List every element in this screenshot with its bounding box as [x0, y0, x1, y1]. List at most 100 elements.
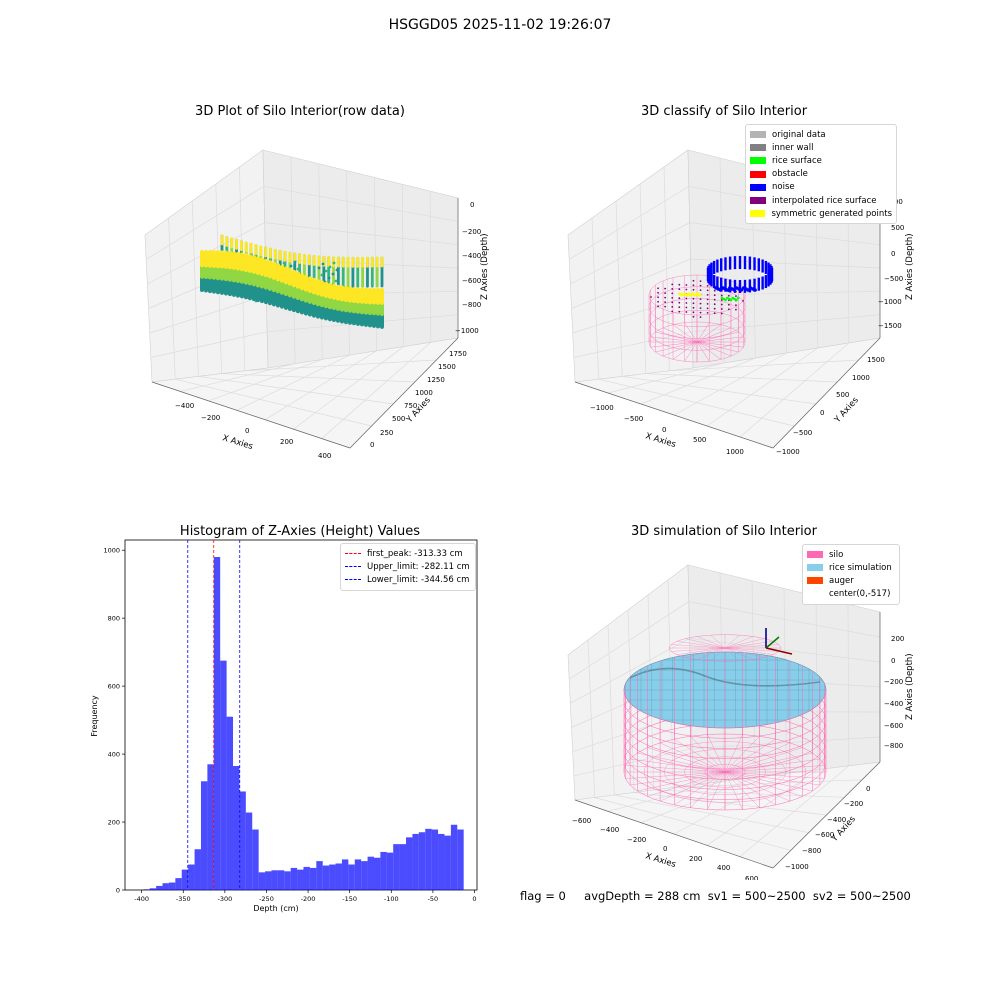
p4-legend-item: center(0,-517)	[807, 588, 895, 601]
silo-floor-spoke	[655, 341, 698, 353]
histogram-bar	[431, 829, 439, 890]
histogram-bar	[226, 716, 234, 890]
silo-floor-spoke	[647, 771, 726, 797]
p4-legend-item: auger	[807, 574, 895, 587]
p4-ztick-0: 200	[891, 635, 904, 643]
p3-legend-swatch	[345, 566, 361, 568]
silo-top-spoke	[710, 635, 726, 649]
gridline	[573, 314, 881, 358]
histogram-bar	[399, 844, 407, 890]
p2-legend-item: symmetric generated points	[750, 207, 892, 220]
interpolated-point	[664, 296, 667, 299]
histogram-bar	[271, 870, 278, 890]
silo-top-spoke	[685, 638, 726, 649]
histogram-bar	[303, 866, 310, 890]
silo-top-spoke	[724, 647, 765, 658]
stats-text: avgDepth = 288 cm sv1 = 500~2500 sv2 = 5…	[584, 889, 911, 903]
p4-legend-label: rice simulation	[829, 562, 892, 573]
p4-ztick-5: −800	[884, 742, 903, 750]
histogram-bar	[367, 856, 374, 890]
p2-interpolated-rice-surface	[650, 279, 744, 318]
histogram-bar	[188, 864, 195, 890]
data-point	[332, 261, 336, 265]
interpolated-point	[692, 306, 695, 309]
histogram-bar	[162, 883, 169, 890]
p3-bars	[143, 556, 464, 890]
p4-ytick-3: −600	[815, 831, 834, 839]
p2-legend-label: interpolated rice surface	[772, 195, 877, 206]
p2-xtick-0: −1000	[590, 404, 614, 412]
interpolated-point	[678, 310, 681, 313]
p1-ytick-5: 1250	[427, 376, 445, 384]
histogram-bar	[438, 833, 445, 890]
interpolated-point	[692, 311, 695, 314]
silo-floor-spoke	[707, 771, 726, 810]
silo-floor-spoke	[724, 747, 803, 773]
interpolated-point	[664, 301, 667, 303]
p2-legend-swatch	[750, 210, 766, 218]
p2-legend-item: rice surface	[750, 154, 892, 167]
silo-floor-spoke	[672, 341, 698, 360]
interpolated-point	[699, 311, 702, 314]
p2-ytick-0: −1000	[776, 448, 800, 456]
silo-floor-spoke	[655, 331, 698, 343]
histogram-bar	[444, 835, 451, 890]
gridline	[607, 780, 725, 812]
p2-ytick-2: 0	[820, 409, 824, 417]
silo-floor-spoke	[630, 758, 726, 773]
p1-ytick-7: 1750	[449, 350, 467, 358]
histogram-bar	[335, 863, 342, 890]
silo-floor-spoke	[630, 771, 726, 786]
p2-legend-item: noise	[750, 181, 892, 194]
gridline	[640, 357, 756, 405]
histogram-bar	[290, 867, 298, 890]
y-tick-label: 800	[108, 615, 120, 623]
silo-floor-spoke	[684, 322, 698, 343]
silo-floor-spoke	[690, 771, 726, 808]
interpolated-point	[706, 312, 709, 314]
p2-ylabel: Y Axies	[832, 395, 861, 426]
gridline	[180, 363, 296, 392]
p2-noise-points	[706, 256, 774, 293]
p2-ztick-3: −500	[884, 275, 903, 283]
silo-floor-spoke	[625, 771, 726, 779]
interpolated-point	[699, 280, 702, 282]
silo-floor-spoke	[660, 742, 726, 773]
interpolated-point	[664, 305, 667, 308]
silo-floor-spoke	[674, 738, 726, 773]
p2-legend-label: noise	[772, 182, 795, 193]
silo-top-spoke	[697, 647, 726, 660]
histogram-bar	[233, 765, 240, 890]
y-tick-label: 1000	[103, 547, 120, 555]
interpolated-point	[735, 304, 737, 306]
p4-ytick-5: −1000	[785, 863, 809, 871]
gridline	[150, 314, 459, 358]
interpolated-point	[692, 284, 695, 287]
interpolated-point	[720, 312, 723, 315]
silo-floor-spoke	[696, 322, 710, 343]
silo-floor-spoke	[672, 324, 698, 343]
p1-ztick-0: 0	[470, 201, 474, 209]
silo-floor-spoke	[662, 327, 698, 343]
interpolated-point	[671, 288, 674, 290]
p3-threshold-lines	[187, 540, 241, 890]
p4-legend-swatch	[807, 577, 823, 585]
silo-floor-spoke	[724, 771, 790, 802]
p4-legend-label: auger	[829, 575, 854, 586]
p3-legend-item: first_peak: -313.33 cm	[345, 547, 471, 560]
silo-floor-spoke	[724, 734, 743, 773]
p4-legend-label: center(0,-517)	[829, 589, 891, 600]
histogram-bar	[265, 871, 272, 890]
p4-ytick-1: −200	[844, 800, 863, 808]
p3-ylabel: Frequency	[90, 695, 99, 737]
p4-xtick-6: 600	[745, 875, 758, 880]
histogram-bar	[354, 859, 362, 890]
p2-legend-swatch	[750, 131, 766, 139]
p2-ztick-5: −1500	[878, 322, 902, 330]
p3-legend-swatch	[345, 553, 361, 555]
x-tick-label: -400	[134, 895, 149, 903]
gridline	[244, 359, 437, 372]
histogram-bar	[252, 829, 259, 890]
interpolated-point	[664, 287, 667, 290]
histogram-bar	[149, 888, 157, 890]
